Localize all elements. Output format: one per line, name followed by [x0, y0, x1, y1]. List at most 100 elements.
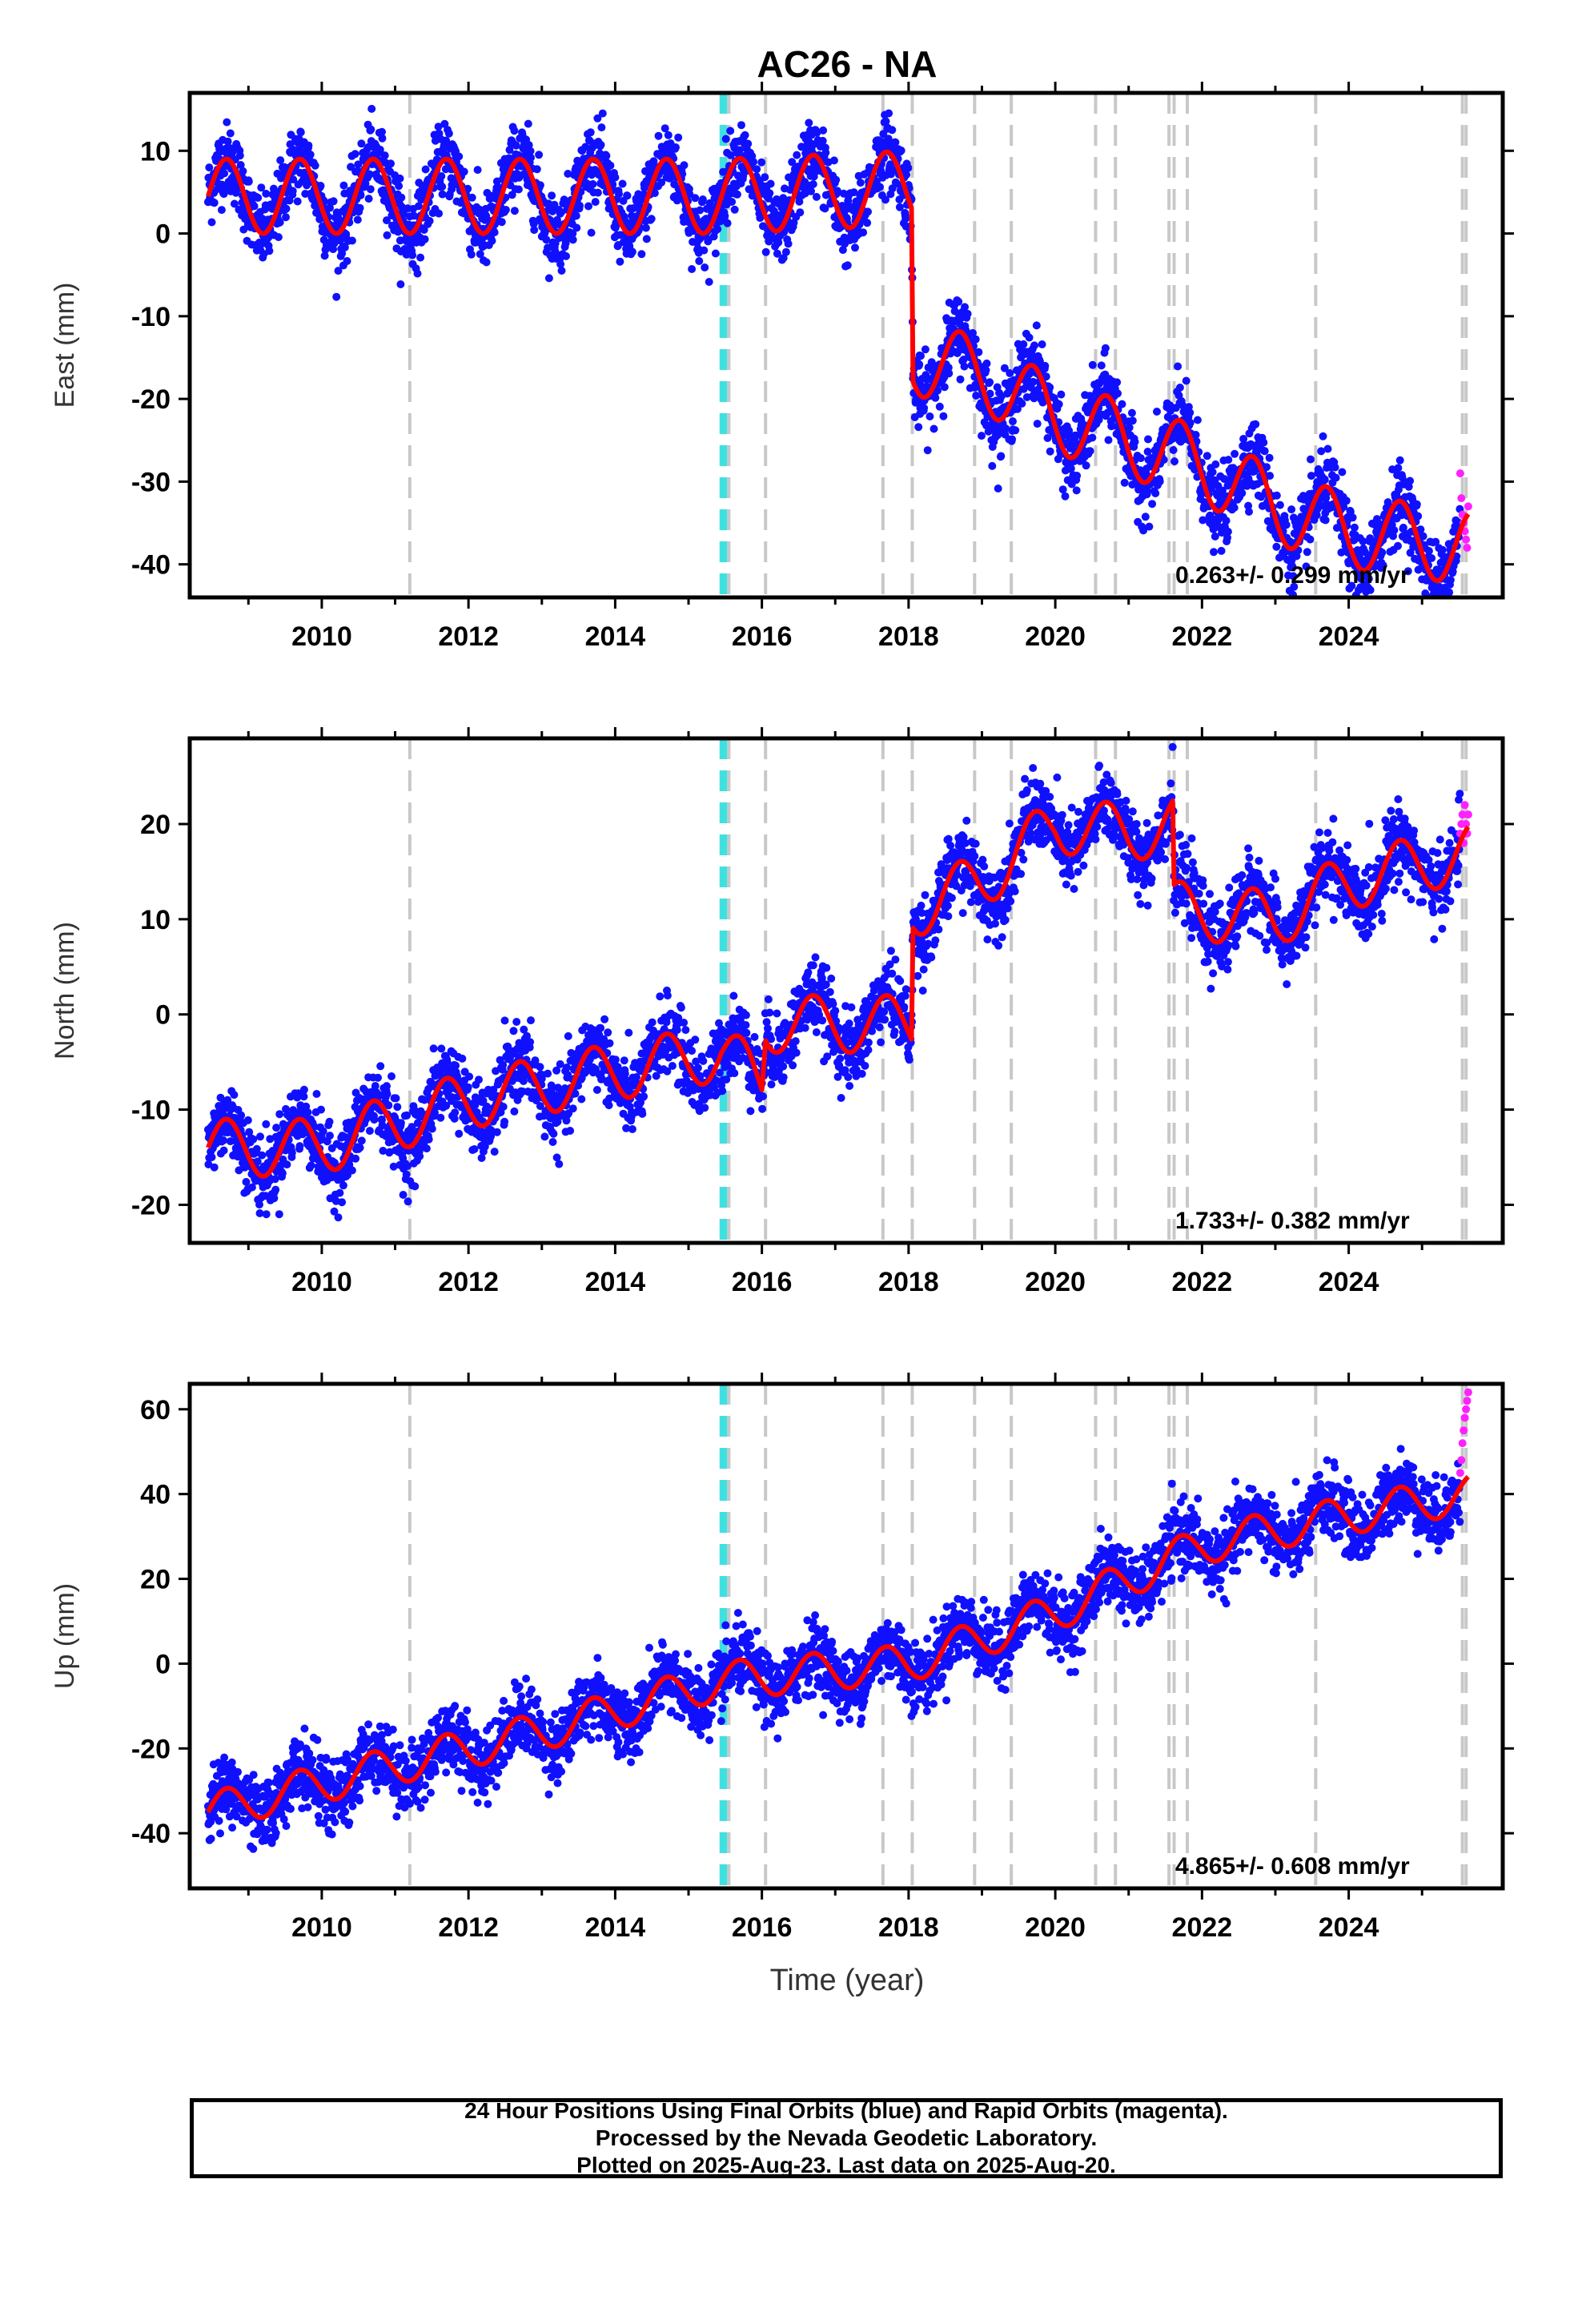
final-point: [326, 1132, 334, 1140]
final-point: [312, 1090, 321, 1098]
final-point: [1306, 535, 1315, 544]
final-point: [1443, 609, 1451, 617]
final-point: [1082, 461, 1090, 470]
final-point: [1125, 423, 1134, 432]
final-point: [1272, 491, 1281, 500]
final-point: [455, 152, 464, 161]
final-point: [680, 161, 689, 170]
final-point: [596, 140, 605, 149]
final-point: [416, 1152, 424, 1160]
rapid-point: [1457, 494, 1466, 503]
final-point: [1169, 446, 1178, 454]
final-point: [668, 1062, 677, 1070]
final-point: [315, 1164, 323, 1172]
final-point: [1018, 399, 1026, 408]
final-point: [443, 1058, 452, 1067]
final-point: [934, 386, 942, 395]
final-point: [688, 1047, 697, 1055]
final-point: [1394, 464, 1403, 472]
final-point: [1379, 561, 1387, 570]
final-point: [387, 1072, 396, 1080]
final-point: [974, 348, 983, 356]
final-point: [276, 156, 285, 165]
final-point: [367, 125, 375, 134]
x-tick-label: 2016: [732, 621, 793, 652]
final-point: [1342, 497, 1351, 505]
final-point: [788, 158, 797, 167]
final-point: [620, 1056, 628, 1065]
final-point: [623, 191, 632, 200]
final-point: [210, 1163, 219, 1172]
final-point: [239, 167, 247, 175]
final-point: [303, 1108, 312, 1116]
x-tick-label: 2012: [438, 621, 499, 652]
final-point: [1203, 452, 1211, 460]
final-point: [272, 1124, 281, 1132]
final-point: [969, 328, 977, 337]
final-point: [648, 1018, 656, 1027]
final-point: [490, 1148, 499, 1156]
final-point: [442, 136, 451, 145]
final-point: [339, 1181, 347, 1190]
final-point: [274, 233, 283, 242]
final-point: [859, 228, 868, 237]
east-y-axis-label: East (mm): [50, 283, 80, 408]
final-point: [464, 1083, 472, 1092]
final-point: [664, 131, 673, 139]
final-point: [1088, 433, 1097, 442]
final-point: [1222, 517, 1231, 525]
final-point: [628, 247, 636, 256]
final-point: [757, 158, 766, 167]
x-tick-label: 2014: [585, 621, 646, 652]
final-point: [536, 181, 544, 190]
final-point: [1412, 500, 1421, 509]
final-point: [596, 1023, 605, 1032]
final-point: [1245, 508, 1253, 516]
final-point: [219, 1146, 228, 1155]
final-point: [1321, 516, 1330, 525]
final-point: [691, 194, 700, 203]
final-point: [624, 1028, 633, 1037]
final-point: [1035, 357, 1044, 366]
final-point: [435, 209, 444, 218]
final-point: [400, 210, 408, 219]
final-point: [1083, 408, 1092, 416]
final-point: [1072, 486, 1081, 495]
final-point: [334, 267, 343, 275]
final-point: [487, 1132, 496, 1140]
final-point: [618, 179, 627, 188]
final-point: [935, 402, 944, 411]
final-point: [1275, 501, 1284, 509]
final-point: [217, 206, 226, 215]
final-point: [374, 1073, 382, 1082]
final-point: [1406, 476, 1415, 485]
final-point: [1313, 505, 1322, 513]
final-point: [1008, 435, 1017, 444]
final-point: [606, 161, 615, 170]
final-point: [843, 261, 852, 270]
final-point: [383, 1090, 391, 1099]
final-point: [282, 204, 291, 213]
final-point: [239, 225, 248, 234]
final-point: [930, 424, 938, 433]
final-point: [819, 126, 828, 135]
final-point: [628, 1125, 636, 1133]
final-point: [931, 393, 940, 402]
final-point: [448, 1093, 456, 1101]
final-point: [1101, 344, 1110, 352]
final-point: [988, 461, 997, 470]
final-point: [451, 1108, 460, 1117]
final-point: [255, 1209, 264, 1217]
final-point: [436, 1113, 445, 1122]
final-point: [230, 199, 239, 208]
final-point: [577, 1095, 586, 1104]
final-point: [207, 218, 216, 227]
final-point: [726, 151, 735, 159]
final-point: [1431, 537, 1440, 546]
final-point: [271, 1175, 279, 1184]
final-point: [389, 1162, 398, 1171]
final-point: [1182, 376, 1191, 385]
final-point: [236, 161, 245, 169]
final-point: [914, 423, 923, 432]
